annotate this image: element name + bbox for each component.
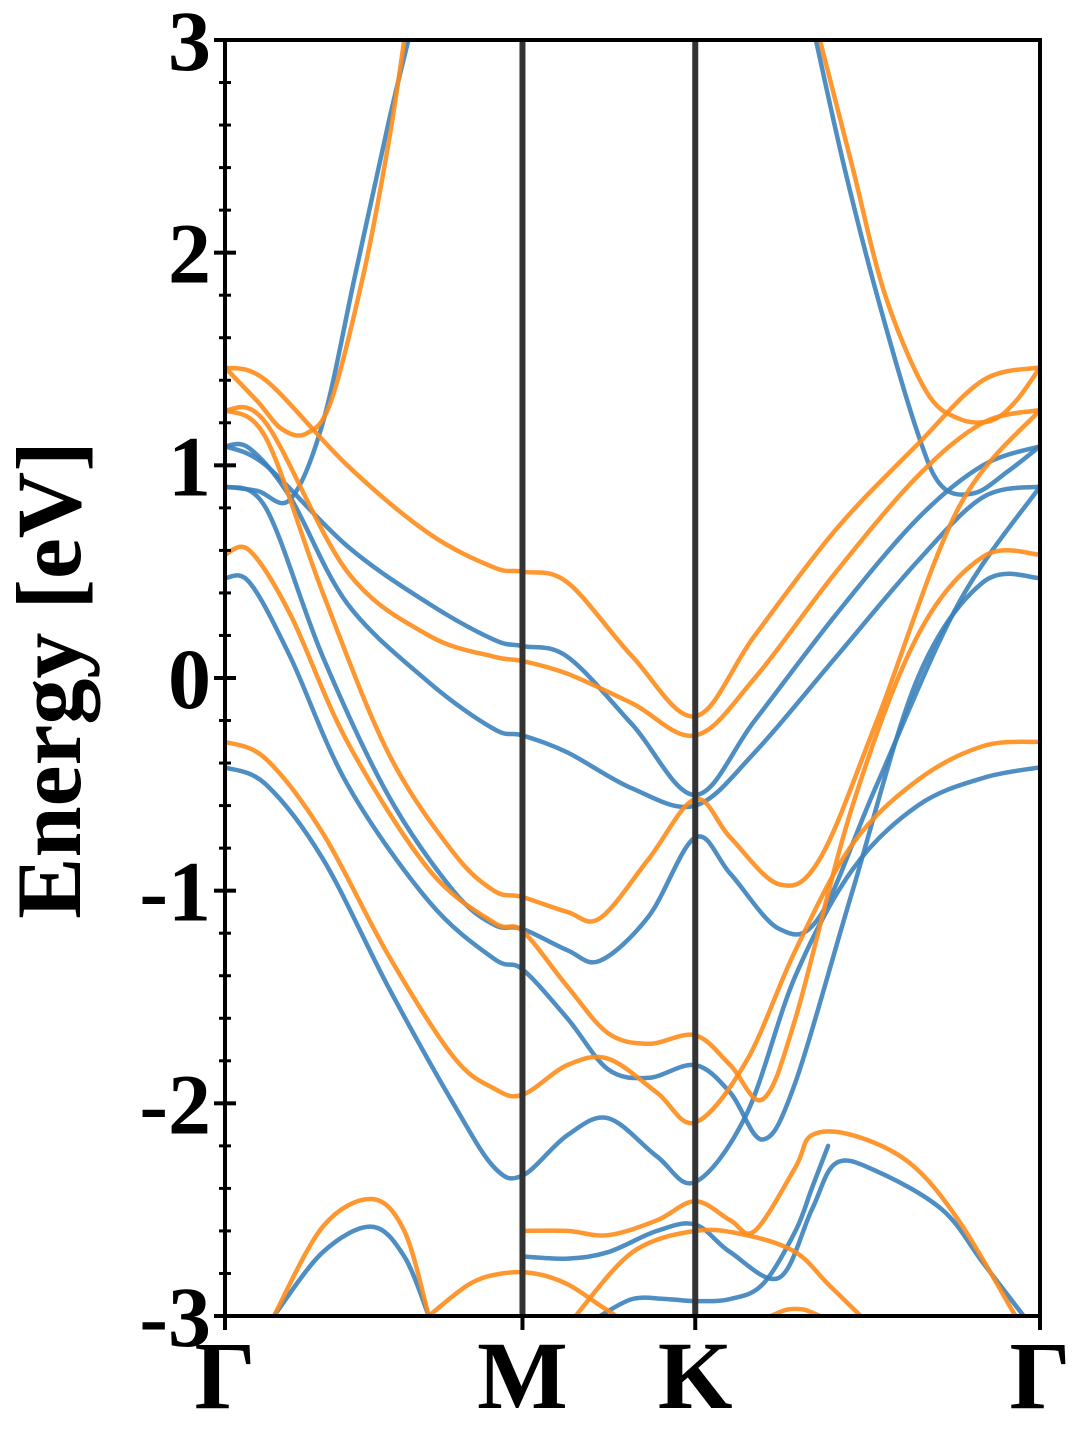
band-line-21 — [573, 1227, 863, 1316]
x-tick-label: Γ — [1009, 1322, 1070, 1429]
band-line-9 — [520, 1158, 1026, 1316]
band-line-3 — [225, 484, 1040, 965]
y-tick-label: 1 — [168, 418, 211, 514]
band-line-16 — [225, 40, 407, 438]
y-tick-label: 0 — [168, 631, 211, 727]
y-tick-label: -2 — [139, 1056, 211, 1152]
band-line-1 — [225, 765, 1040, 1186]
band-line-19 — [520, 1129, 1018, 1316]
x-tick-label: K — [658, 1322, 733, 1429]
band-line-7 — [813, 40, 1040, 497]
y-axis-label: Energy [eV] — [0, 441, 100, 919]
y-tick-label: -3 — [139, 1269, 211, 1365]
x-tick-label: Γ — [194, 1322, 255, 1429]
band-line-18 — [271, 1196, 432, 1316]
band-line-20 — [426, 1269, 619, 1316]
band-line-4 — [225, 441, 1040, 810]
high-symmetry-lines — [519, 40, 699, 1316]
axis-ticks: -3 -2 -1 0 1 2 3 Γ M K Γ — [139, 0, 1070, 1429]
band-line-22 — [768, 1306, 823, 1316]
band-line-11 — [225, 739, 1040, 1126]
band-line-15 — [225, 365, 1040, 719]
band-line-12 — [225, 544, 1040, 1103]
band-line-2 — [225, 571, 1040, 1142]
y-tick-label: -1 — [139, 844, 211, 940]
y-tick-label: 3 — [168, 0, 211, 89]
band-line-17 — [817, 40, 1040, 425]
band-lines — [225, 40, 1040, 1316]
band-line-6 — [225, 40, 411, 506]
y-tick-label: 2 — [168, 206, 211, 302]
band-line-13 — [225, 407, 1040, 924]
band-line-5 — [225, 443, 1040, 798]
band-line-14 — [225, 404, 1040, 739]
band-line-10 — [597, 1143, 831, 1316]
band-line-8 — [271, 1224, 432, 1316]
x-tick-label: M — [477, 1322, 568, 1429]
y-axis-label-group: Energy [eV] — [0, 441, 100, 919]
